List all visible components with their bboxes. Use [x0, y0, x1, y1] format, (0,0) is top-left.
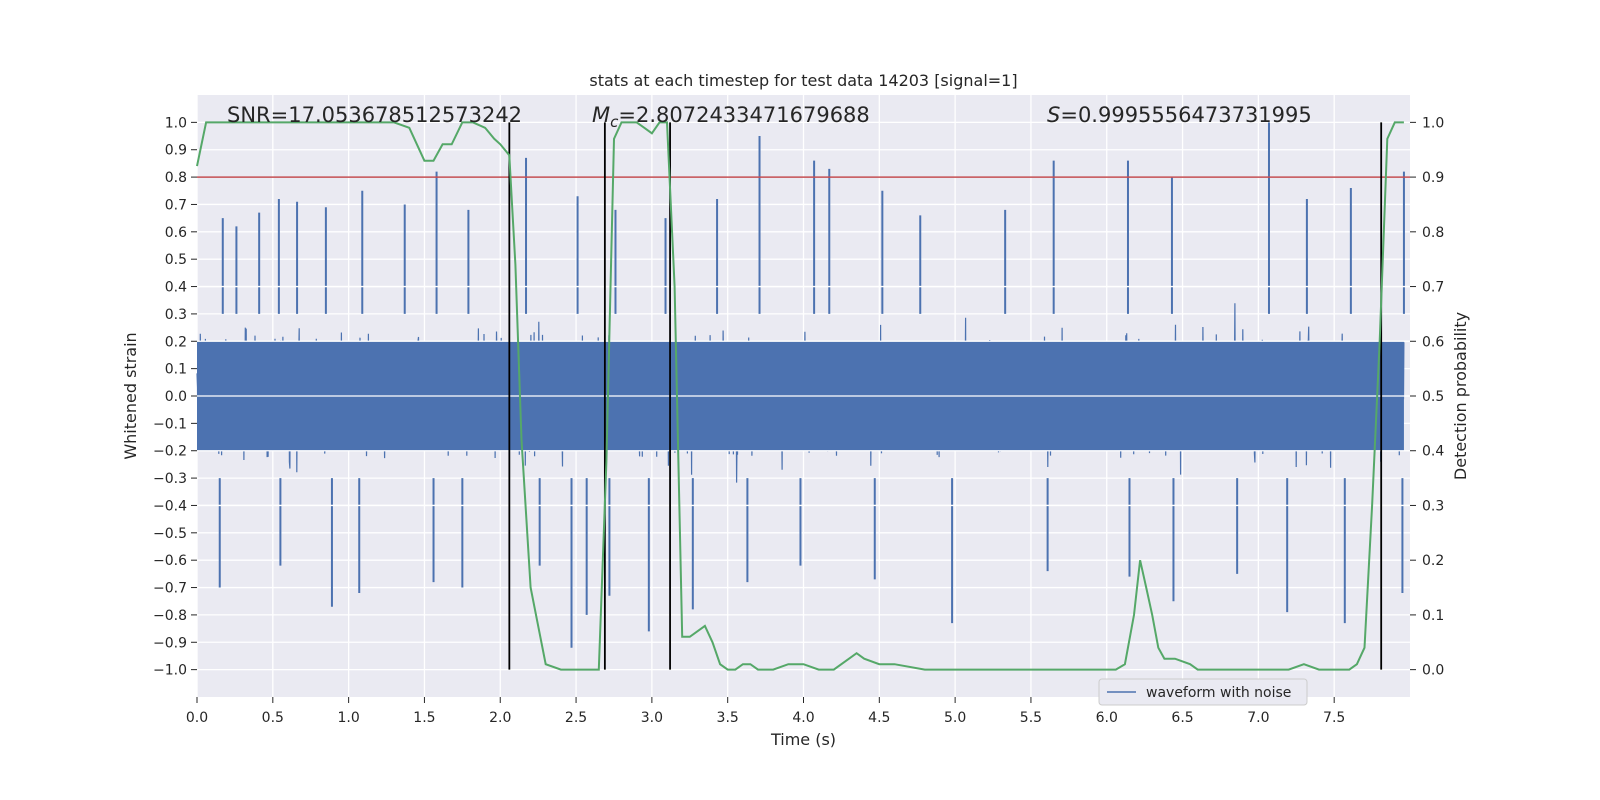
probability-line: [196, 121, 1404, 671]
s-symbol: S: [1047, 103, 1060, 127]
y-tick-label: 0.6: [165, 225, 187, 241]
grid-lines-overlay: [197, 285, 1410, 507]
y2-axis-label: Detection probability: [1451, 312, 1470, 480]
y2-tick-label: 0.6: [1422, 334, 1444, 350]
y-tick-label: 0.9: [165, 143, 187, 159]
y-tick-label: 0.4: [165, 280, 187, 296]
y-tick-label: −0.3: [153, 471, 187, 487]
y-tick-label: −0.8: [153, 608, 187, 624]
y2-tick-label: 0.7: [1422, 280, 1444, 296]
y2-tick-label: 0.3: [1422, 498, 1444, 514]
chirp-mass-annotation: Mc=2.8072433471679688: [592, 103, 870, 131]
y2-tick-label: 0.5: [1422, 389, 1444, 405]
y-tick-label: 0.1: [165, 362, 187, 378]
x-tick-label: 5.0: [944, 710, 966, 726]
y-tick-label: −0.4: [153, 498, 187, 514]
x-tick-label: 5.5: [1020, 710, 1042, 726]
x-tick-label: 0.0: [186, 710, 208, 726]
x-tick-label: 6.5: [1171, 710, 1193, 726]
y-tick-label: 0.3: [165, 307, 187, 323]
axes: 0.0 0.5 1.0 1.5 2.0 2.5 3.0 3.5 4.0 4.5 5.0 5.5 6.0 6…: [153, 115, 1444, 726]
y-tick-label: −0.7: [153, 581, 187, 597]
x-tick-label: 7.5: [1323, 710, 1345, 726]
x-tick-label: 2.0: [489, 710, 511, 726]
s-value: =0.9995556473731995: [1060, 103, 1311, 127]
x-tick-label: 3.0: [641, 710, 663, 726]
y2-tick-label: 0.4: [1422, 444, 1444, 460]
y-tick-label: 0.2: [165, 334, 187, 350]
x-tick-label: 3.5: [717, 710, 739, 726]
y-tick-label: 1.0: [165, 115, 187, 131]
y-tick-label: −0.5: [153, 526, 187, 542]
legend-entry-waveform: waveform with noise: [1146, 685, 1291, 701]
y2-tick-label: 1.0: [1422, 115, 1444, 131]
x-tick-label: 1.0: [337, 710, 359, 726]
y-axis-label: Whitened strain: [121, 332, 140, 459]
chart-title: stats at each timestep for test data 142…: [589, 71, 1017, 90]
x-axis-label: Time (s): [770, 730, 836, 749]
x-tick-label: 2.5: [565, 710, 587, 726]
y-tick-label: −0.9: [153, 635, 187, 651]
chirp-mass-symbol: M: [592, 103, 610, 127]
y2-tick-label: 0.2: [1422, 553, 1444, 569]
x-tick-label: 0.5: [262, 710, 284, 726]
y-tick-label: −1.0: [153, 663, 187, 679]
y-tick-label: −0.1: [153, 416, 187, 432]
y-tick-label: 0.8: [165, 170, 187, 186]
y2-tick-label: 0.0: [1422, 663, 1444, 679]
y2-tick-label: 0.1: [1422, 608, 1444, 624]
y-tick-label: 0.0: [165, 389, 187, 405]
detection-probability-series: [196, 121, 1404, 671]
snr-annotation: SNR=17.053678512573242: [227, 103, 522, 127]
x-tick-label: 4.0: [792, 710, 814, 726]
y-tick-label: 0.7: [165, 197, 187, 213]
x-tick-label: 4.5: [868, 710, 890, 726]
chirp-mass-subscript: c: [610, 113, 619, 131]
x-tick-label: 1.5: [413, 710, 435, 726]
y2-tick-label: 0.9: [1422, 170, 1444, 186]
y2-tick-label: 0.8: [1422, 225, 1444, 241]
chirp-mass-value: =2.8072433471679688: [618, 103, 869, 127]
x-tick-label: 6.0: [1096, 710, 1118, 726]
s-annotation: S=0.9995556473731995: [1047, 103, 1312, 127]
x-tick-label: 7.0: [1247, 710, 1269, 726]
y-tick-label: −0.2: [153, 444, 187, 460]
event-markers: [508, 122, 1383, 670]
legend-box: [1098, 678, 1308, 706]
legend: waveform with noise: [1098, 678, 1308, 706]
y-tick-label: −0.6: [153, 553, 187, 569]
y-tick-label: 0.5: [165, 252, 187, 268]
